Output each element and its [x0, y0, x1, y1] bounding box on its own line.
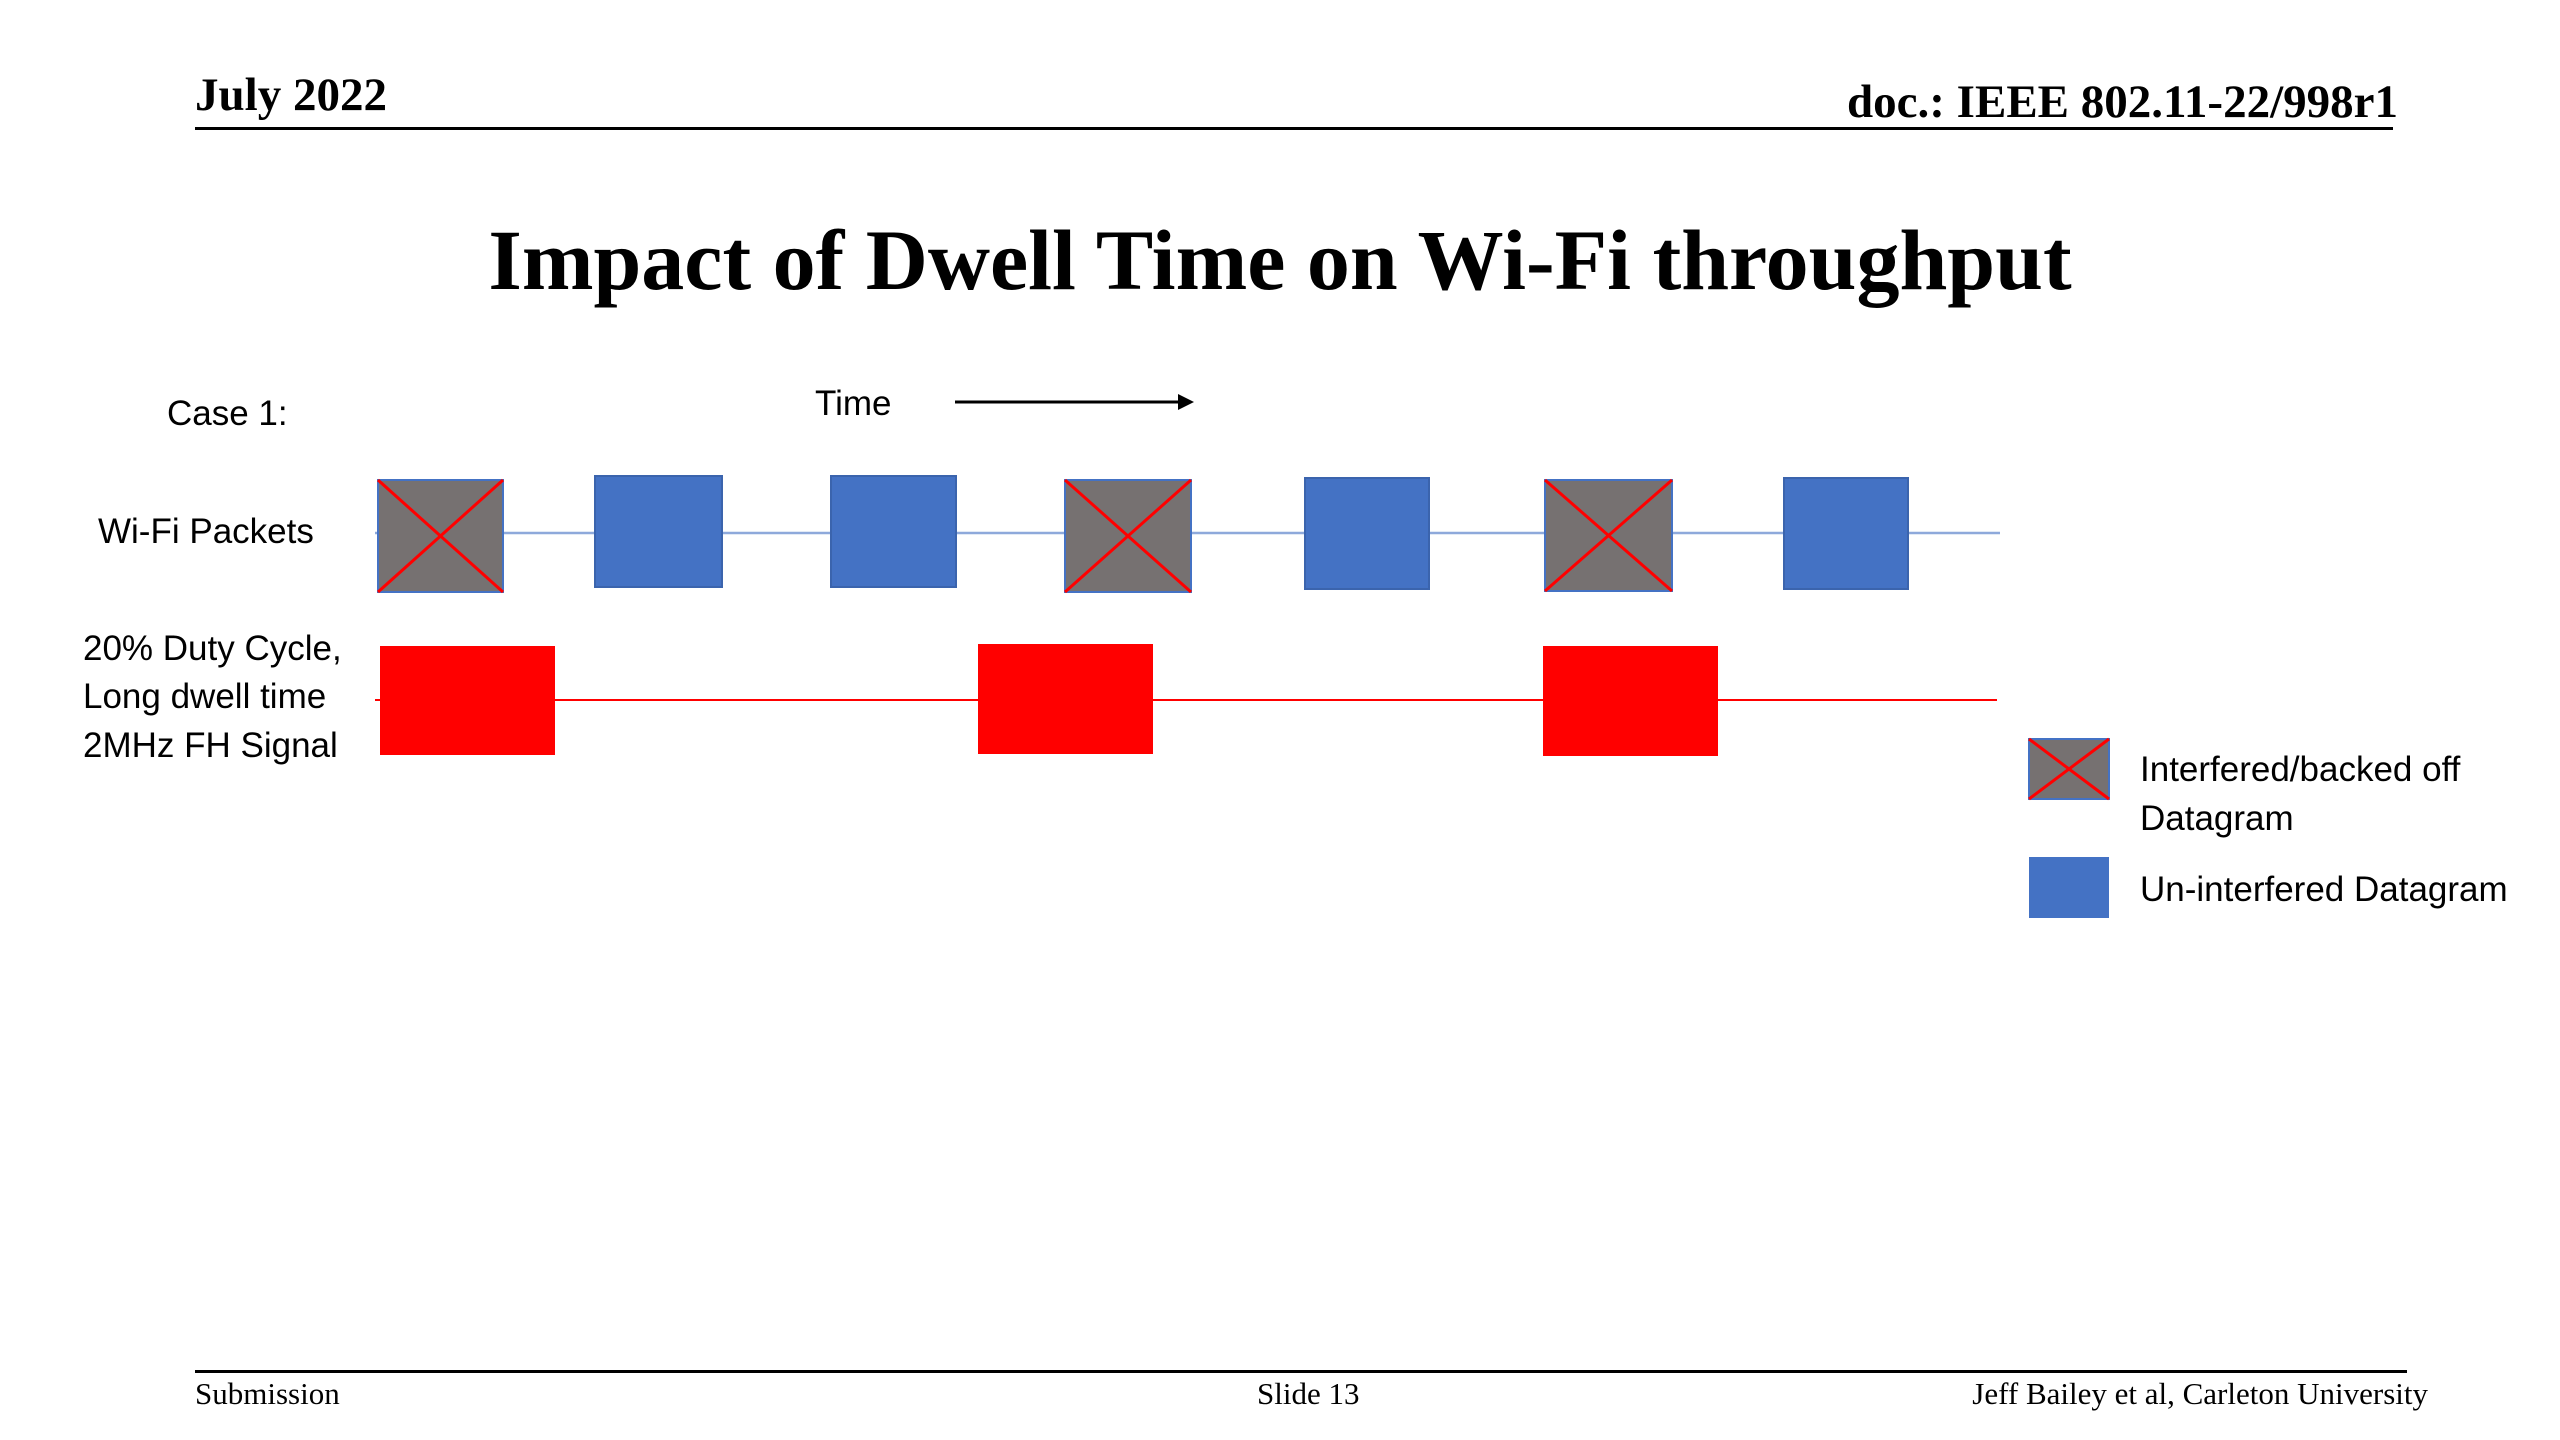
- wifi-packet: [1304, 477, 1430, 590]
- legend-clear-label: Un-interfered Datagram: [2140, 870, 2508, 909]
- wifi-packet: [594, 475, 723, 588]
- wifi-packet: [830, 475, 957, 588]
- legend-interfered-label: Interfered/backed off: [2140, 750, 2461, 789]
- footer-slide-number: Slide 13: [1257, 1376, 1360, 1411]
- wifi-packet: [1544, 478, 1673, 593]
- wifi-row-label: Wi-Fi Packets: [98, 512, 314, 551]
- legend-interfered-label: Datagram: [2140, 799, 2294, 838]
- time-label: Time: [815, 384, 892, 423]
- header-doc-id: doc.: IEEE 802.11-22/998r1: [1847, 76, 2398, 128]
- fh-signal-burst: [380, 646, 555, 755]
- fh-signal-burst: [1543, 646, 1718, 756]
- case-label: Case 1:: [167, 394, 288, 433]
- wifi-packet: [376, 478, 505, 594]
- fh-signal-burst: [978, 644, 1153, 754]
- signal-row-label-line: Long dwell time: [83, 677, 327, 716]
- signal-row-label-line: 2MHz FH Signal: [83, 726, 338, 765]
- legend-interfered-swatch: [2028, 737, 2110, 801]
- header-rule: [195, 127, 2393, 130]
- wifi-packet: [1064, 478, 1192, 594]
- wifi-packet: [1783, 477, 1909, 590]
- footer-rule: [195, 1370, 2407, 1373]
- slide-title: Impact of Dwell Time on Wi-Fi throughput: [488, 212, 2072, 308]
- signal-row-label-line: 20% Duty Cycle,: [83, 629, 342, 668]
- footer-submission: Submission: [195, 1376, 340, 1411]
- legend-clear-swatch: [2029, 857, 2109, 918]
- header-date: July 2022: [195, 69, 387, 121]
- time-arrow-icon: [955, 394, 1194, 410]
- footer-authors: Jeff Bailey et al, Carleton University: [1972, 1376, 2428, 1411]
